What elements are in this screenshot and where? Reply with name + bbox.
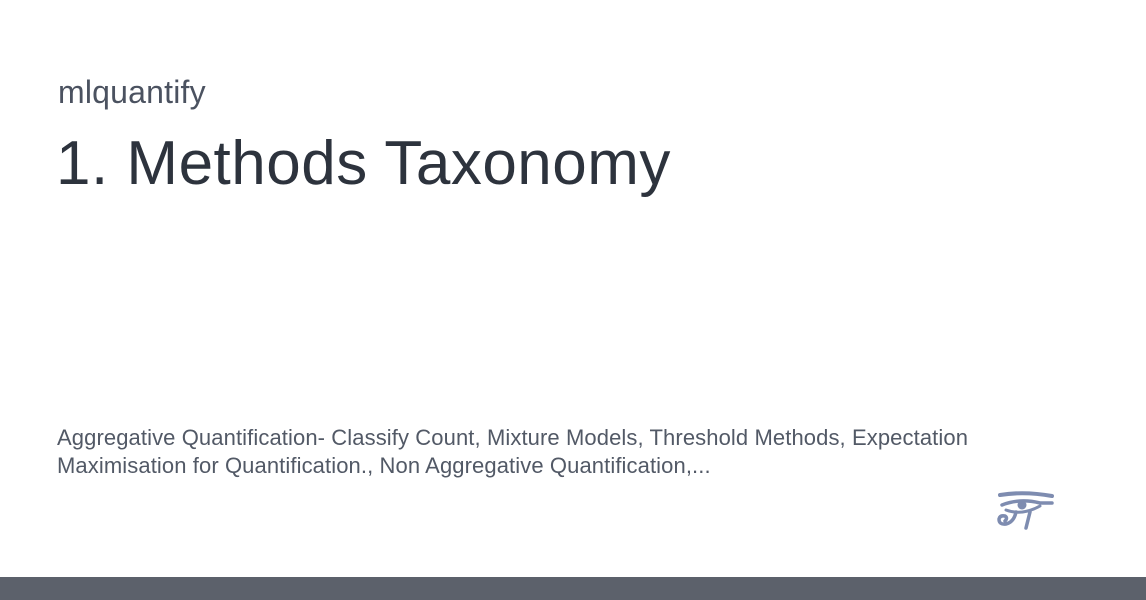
page-description: Aggregative Quantification- Classify Cou… bbox=[57, 425, 969, 478]
page-title: 1. Methods Taxonomy bbox=[56, 129, 671, 198]
eye-of-horus-icon bbox=[996, 490, 1054, 532]
bottom-bar bbox=[0, 577, 1146, 600]
site-name: mlquantify bbox=[58, 74, 206, 110]
